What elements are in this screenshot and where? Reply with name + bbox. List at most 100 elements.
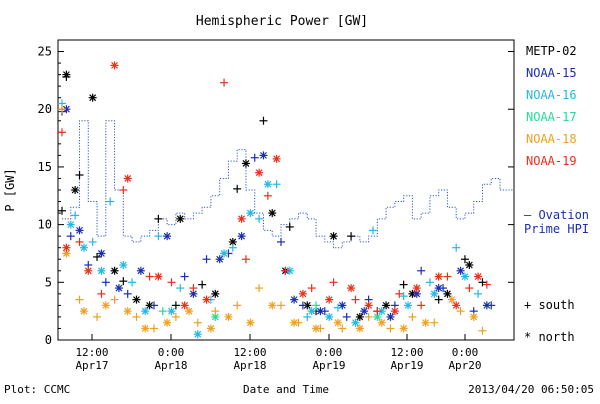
south-point-noaa-18: [408, 312, 417, 321]
south-point-noaa-16: [333, 303, 342, 312]
north-point-noaa-16: [119, 261, 128, 269]
south-point-noaa-16: [71, 211, 80, 220]
south-point-noaa-15: [417, 266, 426, 275]
south-point-noaa-19: [395, 289, 404, 298]
south-point-noaa-19: [189, 284, 198, 293]
south-point-noaa-16: [228, 243, 237, 252]
north-point-noaa-16: [460, 272, 469, 281]
north-point-metp-02: [176, 214, 185, 223]
x-tick-label: 12:00: [390, 346, 423, 359]
north-point-noaa-18: [141, 324, 150, 333]
south-point-noaa-15: [101, 278, 110, 287]
north-point-metp-02: [443, 289, 452, 298]
north-point-noaa-15: [386, 312, 395, 321]
north-point-noaa-18: [224, 312, 233, 321]
north-point-noaa-15: [136, 266, 145, 275]
south-point-noaa-19: [329, 278, 338, 287]
south-point-metp-02: [460, 255, 469, 264]
y-tick-label: 10: [38, 218, 52, 232]
north-point-noaa-18: [163, 318, 172, 327]
south-point-noaa-19: [373, 307, 382, 316]
south-point-noaa-18: [110, 295, 119, 304]
north-point-noaa-16: [167, 307, 176, 316]
south-point-noaa-18: [255, 284, 264, 293]
south-point-noaa-15: [202, 255, 211, 264]
south-point-noaa-17: [158, 307, 167, 316]
south-point-noaa-18: [430, 318, 439, 327]
south-point-noaa-18: [75, 295, 84, 304]
north-point-noaa-18: [123, 307, 132, 316]
north-point-noaa-16: [141, 307, 150, 316]
south-point-noaa-18: [149, 324, 158, 333]
south-marker-legend: + south: [524, 298, 575, 312]
south-point-noaa-18: [456, 307, 465, 316]
north-point-noaa-16: [220, 249, 229, 258]
south-point-noaa-16: [106, 197, 115, 206]
north-point-noaa-18: [469, 312, 478, 321]
south-point-noaa-15: [277, 237, 285, 246]
x-tick-date-label: Apr19: [390, 359, 423, 372]
legend-item-noaa-18: NOAA-18: [526, 132, 577, 146]
legend-item-noaa-15: NOAA-15: [526, 66, 577, 80]
north-point-noaa-15: [163, 232, 172, 241]
south-point-noaa-19: [241, 255, 250, 264]
south-point-noaa-19: [167, 278, 176, 287]
north-point-noaa-15: [456, 266, 465, 275]
plot-timestamp: 2013/04/20 06:50:05: [468, 383, 594, 396]
south-point-noaa-16: [399, 292, 408, 301]
south-point-noaa-15: [123, 289, 132, 298]
north-point-noaa-19: [272, 154, 281, 163]
south-point-noaa-15: [66, 232, 75, 241]
north-point-noaa-19: [154, 272, 163, 281]
legend-item-noaa-16: NOAA-16: [526, 88, 577, 102]
south-point-noaa-19: [443, 272, 452, 281]
y-axis-label: P [GW]: [3, 168, 17, 211]
north-point-noaa-19: [474, 272, 483, 281]
x-axis-label: Date and Time: [243, 383, 329, 396]
north-point-noaa-16: [404, 301, 413, 310]
south-point-noaa-18: [233, 301, 242, 310]
north-point-noaa-19: [390, 307, 399, 316]
legend-item-noaa-19: NOAA-19: [526, 154, 577, 168]
north-point-metp-02: [211, 289, 220, 298]
north-point-noaa-19: [412, 284, 421, 293]
north-point-noaa-18: [185, 307, 194, 316]
north-point-noaa-16: [246, 209, 255, 218]
north-point-metp-02: [241, 159, 250, 168]
south-point-noaa-15: [298, 301, 307, 310]
south-point-noaa-16: [176, 284, 185, 293]
south-point-noaa-16: [452, 243, 461, 252]
north-point-metp-02: [110, 266, 119, 275]
north-point-metp-02: [355, 312, 364, 321]
north-point-metp-02: [382, 301, 391, 310]
y-tick-label: 5: [45, 275, 52, 289]
north-point-noaa-16: [97, 266, 106, 275]
north-point-noaa-15: [259, 151, 268, 160]
south-point-noaa-19: [465, 284, 474, 293]
x-tick-date-label: Apr17: [75, 359, 108, 372]
north-marker-legend: * north: [524, 330, 575, 344]
north-point-noaa-18: [206, 324, 215, 333]
x-tick-label: 12:00: [233, 346, 266, 359]
south-point-noaa-19: [58, 128, 66, 137]
north-point-noaa-16: [79, 243, 88, 252]
south-point-noaa-19: [482, 280, 491, 289]
north-point-noaa-18: [79, 307, 88, 316]
north-point-noaa-19: [84, 266, 93, 275]
south-point-noaa-19: [307, 284, 316, 293]
ovation-legend-line1: — Ovation: [524, 208, 589, 222]
south-point-noaa-18: [211, 307, 220, 316]
north-point-noaa-18: [355, 324, 364, 333]
north-point-noaa-18: [421, 318, 430, 327]
ovation-legend-line2: Prime HPI: [524, 222, 589, 236]
north-point-noaa-16: [430, 289, 439, 298]
south-point-metp-02: [75, 171, 84, 179]
south-point-noaa-18: [93, 312, 102, 321]
x-tick-date-label: Apr18: [233, 359, 266, 372]
north-point-noaa-15: [360, 307, 369, 316]
north-point-noaa-19: [325, 295, 334, 304]
north-point-noaa-19: [452, 301, 461, 310]
north-point-noaa-16: [193, 330, 202, 339]
north-point-noaa-19: [434, 272, 443, 281]
south-point-noaa-18: [338, 324, 347, 333]
